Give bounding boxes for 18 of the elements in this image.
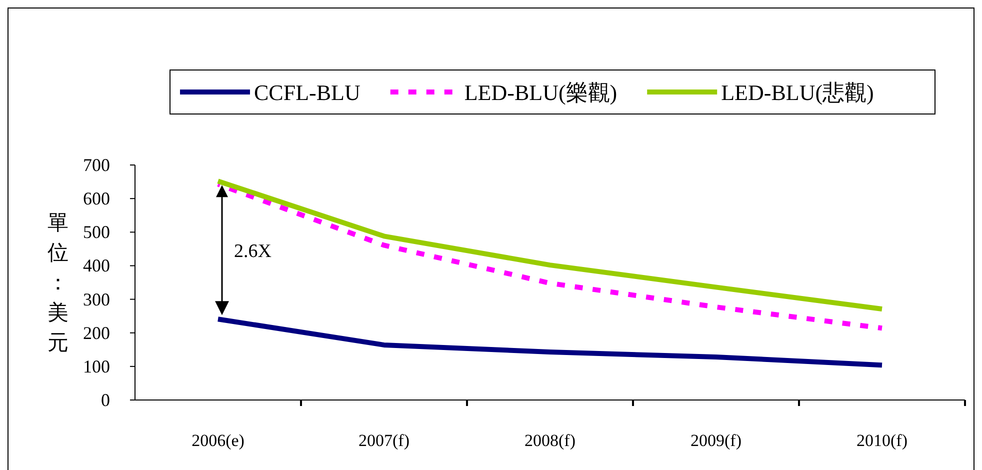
y-tick-label: 200 xyxy=(83,322,110,343)
x-tick-label: 2010(f) xyxy=(856,431,908,450)
y-tick-label: 700 xyxy=(83,155,110,175)
x-tick-label: 2009(f) xyxy=(690,431,742,450)
annotation: 2.6X xyxy=(234,241,272,262)
x-tick-label: 2008(f) xyxy=(524,431,576,450)
legend-label: LED-BLU(悲觀) xyxy=(721,80,874,105)
legend-label: CCFL-BLU xyxy=(254,80,360,105)
x-tick-label: 2007(f) xyxy=(358,431,410,450)
y-tick-label: 0 xyxy=(101,390,110,410)
y-tick-label: 100 xyxy=(83,356,110,376)
y-tick-label: 500 xyxy=(83,222,110,242)
y-tick-label: 400 xyxy=(83,256,110,276)
y-tick-label: 300 xyxy=(83,289,110,310)
x-tick-label: 2006(e) xyxy=(192,431,244,450)
y-axis-title: 單位：美元 xyxy=(48,210,68,354)
y-tick-label: 600 xyxy=(83,188,110,209)
legend-label: LED-BLU(樂觀) xyxy=(464,80,618,105)
